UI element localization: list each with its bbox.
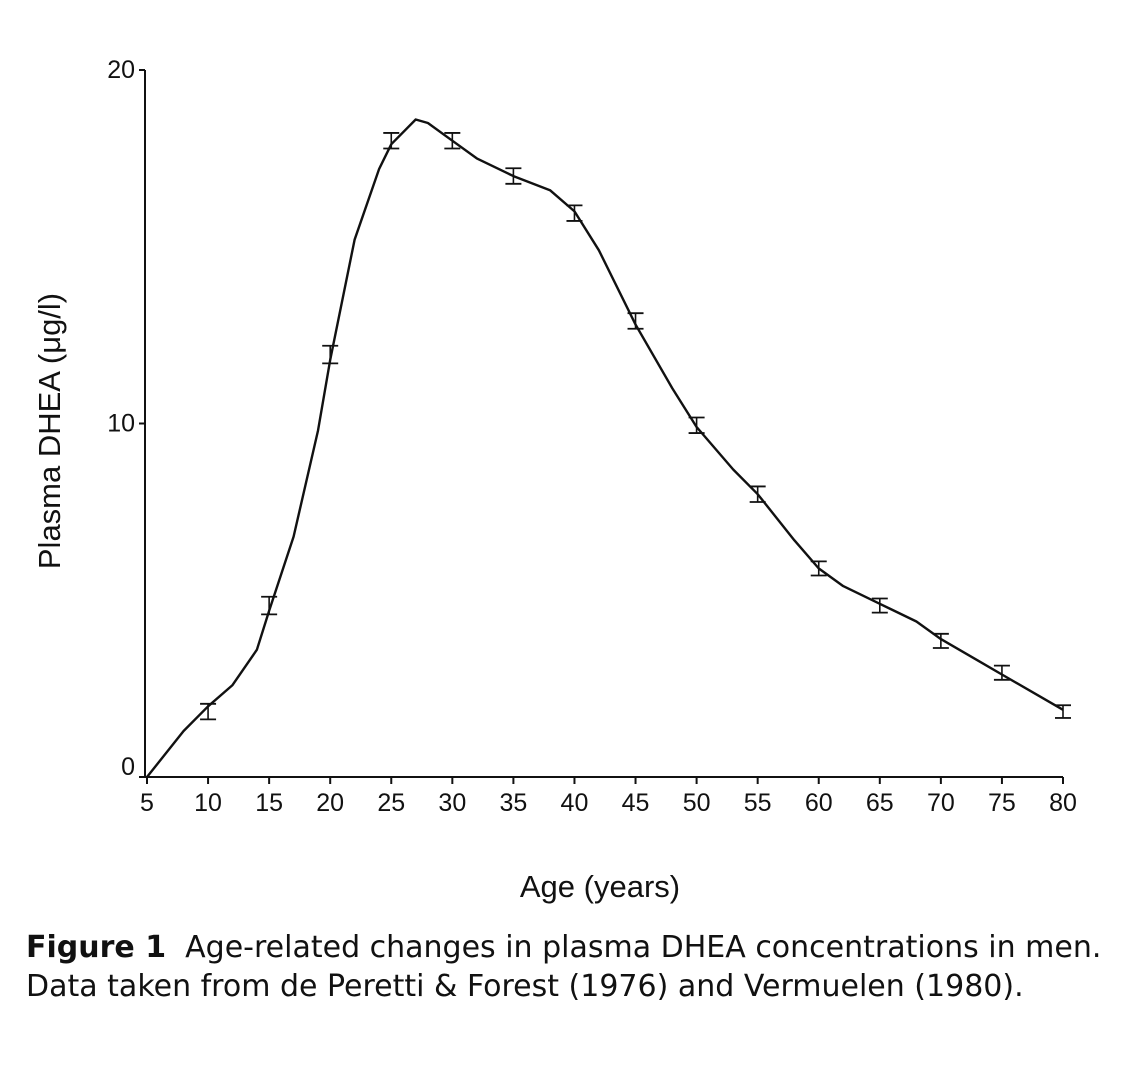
x-tick-label: 35 (499, 789, 527, 817)
caption-label: Figure 1 (26, 930, 167, 965)
error-bar (261, 595, 278, 616)
error-bar (993, 664, 1010, 681)
error-bar (505, 167, 522, 185)
series (146, 118, 1064, 778)
error-bar (749, 485, 766, 503)
x-tick-label: 30 (438, 789, 466, 817)
x-tick-label: 25 (377, 789, 405, 817)
x-tick-label: 5 (140, 789, 154, 817)
x-tick-label: 60 (805, 789, 833, 817)
error-bar (932, 632, 949, 649)
x-tick-label: 80 (1049, 789, 1077, 817)
x-tick-label: 75 (988, 789, 1016, 817)
error-bar (810, 560, 827, 577)
error-bar (444, 132, 461, 150)
x-tick-label: 10 (194, 789, 222, 817)
error-bar (383, 132, 400, 150)
error-bar (566, 204, 583, 222)
x-tick-label: 20 (316, 789, 344, 817)
x-tick-label: 45 (622, 789, 650, 817)
x-axis-label: Age (years) (520, 869, 680, 904)
error-bars (200, 132, 1071, 721)
dhea-curve (146, 118, 1064, 778)
error-bar (322, 344, 339, 365)
error-bar (627, 312, 644, 330)
ticks: 5 10 15 20 25 30 35 40 45 50 55 60 65 70 75 80 0 10 20 (107, 56, 1077, 817)
y-tick-label: 10 (107, 410, 135, 438)
error-bar (871, 597, 888, 614)
x-tick-label: 15 (255, 789, 283, 817)
axes (144, 70, 1063, 778)
error-bar (1055, 704, 1071, 719)
y-tick-label: 20 (107, 56, 135, 84)
x-tick-label: 55 (744, 789, 772, 817)
y-tick-label: 0 (121, 753, 135, 781)
x-tick-label: 40 (561, 789, 589, 817)
y-axis-label: Plasma DHEA (μg/l) (32, 293, 67, 569)
figure-caption: Figure 1 Age-related changes in plasma D… (26, 928, 1116, 1006)
error-bar (688, 416, 705, 434)
x-tick-label: 50 (683, 789, 711, 817)
x-tick-label: 70 (927, 789, 955, 817)
caption-text: Age-related changes in plasma DHEA conce… (26, 930, 1102, 1004)
x-tick-label: 65 (866, 789, 894, 817)
error-bar (200, 702, 217, 721)
chart: 5 10 15 20 25 30 35 40 45 50 55 60 65 70 75 80 0 10 20 Age… (32, 56, 1077, 904)
